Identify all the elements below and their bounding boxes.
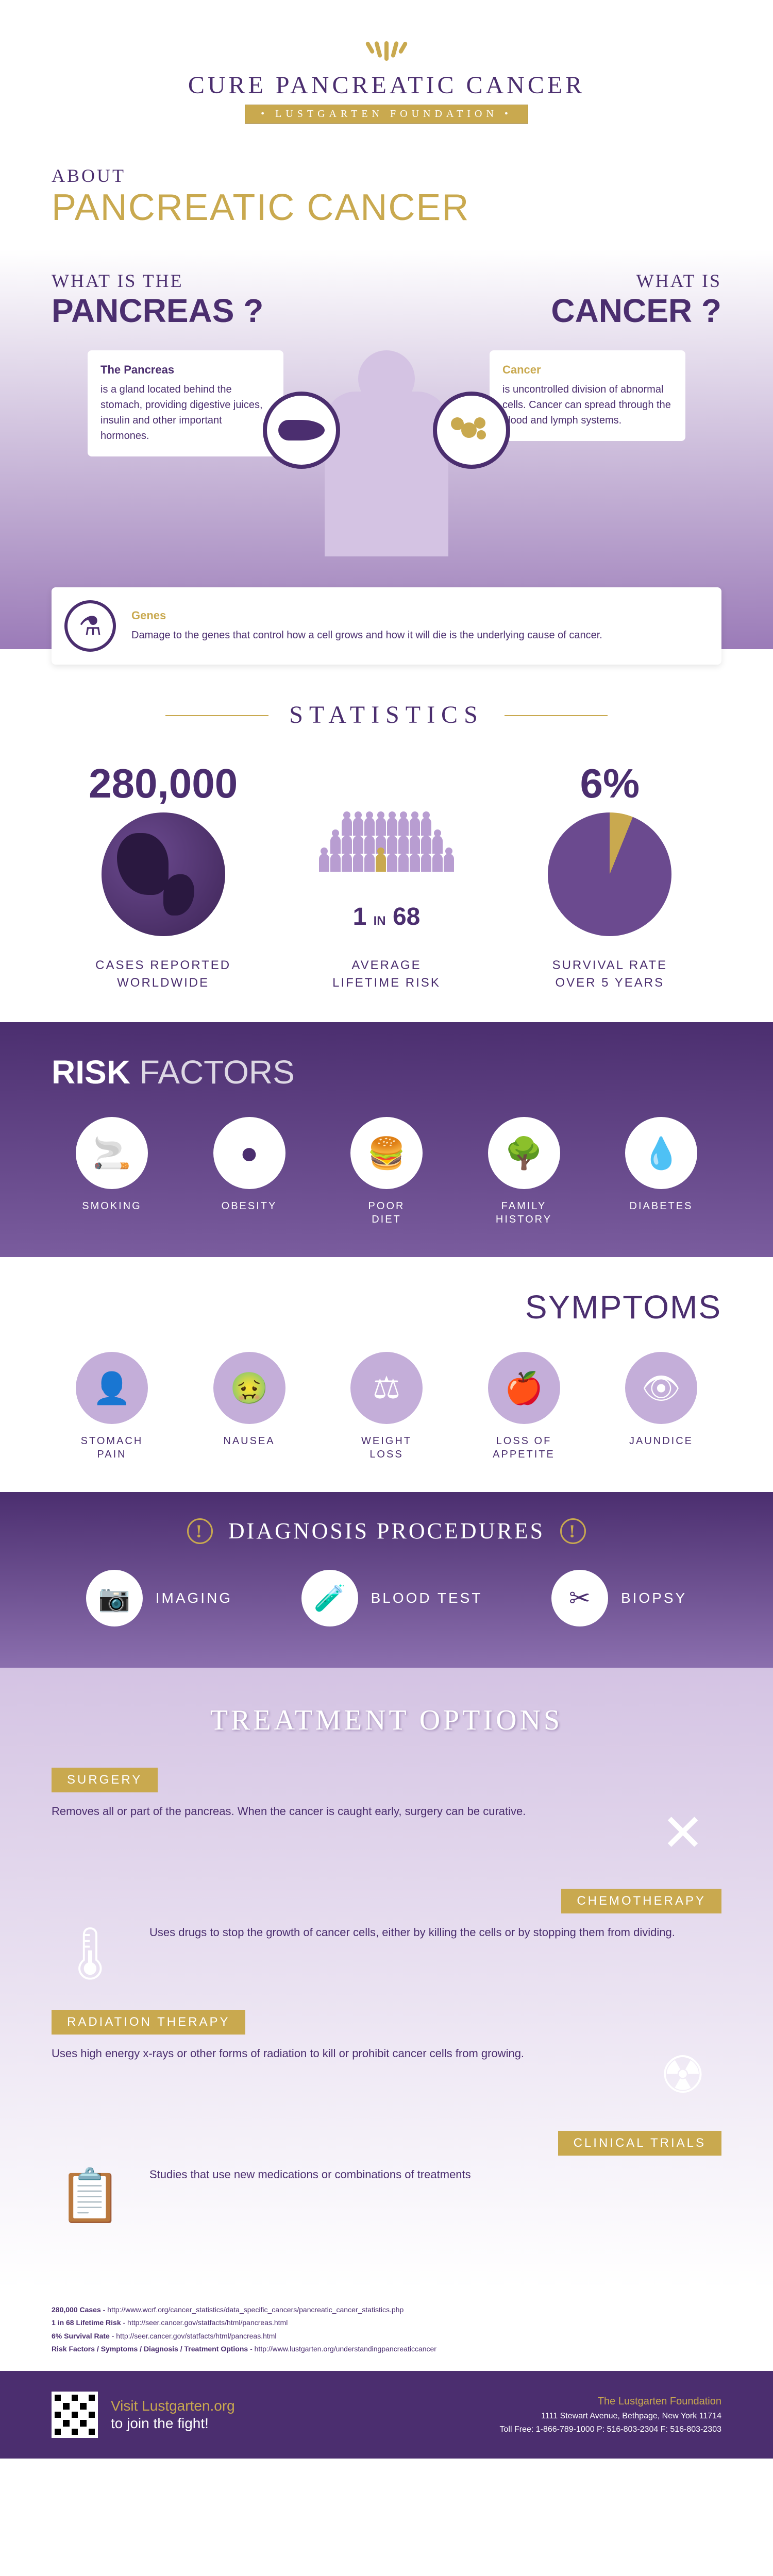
statistics-title: STATISTICS (268, 701, 505, 729)
risk-item: 🌳FAMILYHISTORY (464, 1117, 584, 1226)
symptom-item: 👤STOMACHPAIN (52, 1352, 172, 1461)
treatment-block: CHEMOTHERAPY Uses drugs to stop the grow… (52, 1889, 721, 1984)
globe-icon (102, 812, 225, 936)
crowd-icon: 1 IN 68 (314, 818, 459, 931)
cancer-definition: Cancer is uncontrolled division of abnor… (490, 350, 685, 441)
risk-item: 🍔POORDIET (326, 1117, 447, 1226)
qr-code-icon (52, 2392, 98, 2438)
risk-item: ●OBESITY (189, 1117, 310, 1226)
source-line: Risk Factors / Symptoms / Diagnosis / Tr… (52, 2343, 721, 2355)
treatment-block: CLINICAL TRIALS Studies that use new med… (52, 2131, 721, 2226)
treatment-icon: ☢ (644, 2045, 721, 2105)
risk-factors-section: RISK FACTORS 🚬SMOKING●OBESITY🍔POORDIET🌳F… (0, 1022, 773, 1257)
body-figure-icon (283, 350, 490, 556)
treatment-block-text: Uses drugs to stop the growth of cancer … (149, 1924, 721, 1941)
diagnosis-item: 🧪BLOOD TEST (301, 1570, 483, 1626)
symptom-item: ⚖WEIGHTLOSS (326, 1352, 447, 1461)
footer-contact: The Lustgarten Foundation 1111 Stewart A… (499, 2393, 721, 2436)
pancreas-icon (263, 392, 340, 469)
stat-cases: 280,000 CASES REPORTEDWORLDWIDE (63, 760, 264, 991)
genes-definition: ⚗ Genes Damage to the genes that control… (52, 587, 721, 665)
symptom-icon: 🤢 (213, 1352, 285, 1424)
symptom-icon: 👤 (76, 1352, 148, 1424)
treatment-block-text: Removes all or part of the pancreas. Whe… (52, 1803, 624, 1820)
logo-rays-icon (21, 41, 752, 61)
treatment-block-text: Uses high energy x-rays or other forms o… (52, 2045, 624, 2062)
sources-section: 280,000 Cases - http://www.wcrf.org/canc… (0, 2288, 773, 2371)
risk-icon: 🚬 (76, 1117, 148, 1189)
treatment-block: RADIATION THERAPY Uses high energy x-ray… (52, 2010, 721, 2105)
source-line: 6% Survival Rate - http://seer.cancer.go… (52, 2330, 721, 2343)
treatment-icon: ✕ (644, 1803, 721, 1863)
cancer-header: WHAT IS CANCER ? (420, 270, 721, 330)
risk-title: RISK FACTORS (52, 1053, 721, 1091)
diagnosis-title: ! DIAGNOSIS PROCEDURES ! (52, 1518, 721, 1544)
treatment-block-title: CHEMOTHERAPY (561, 1889, 721, 1913)
pie-chart-icon (548, 812, 671, 936)
treatment-icon: 🌡 (52, 1924, 129, 1984)
exclamation-icon: ! (187, 1518, 213, 1544)
symptom-icon: 🍎 (488, 1352, 560, 1424)
source-line: 280,000 Cases - http://www.wcrf.org/canc… (52, 2303, 721, 2316)
about-title: PANCREATIC CANCER (52, 187, 721, 229)
logo-subtitle: • LUSTGARTEN FOUNDATION • (245, 105, 528, 124)
pancreas-definition: The Pancreas is a gland located behind t… (88, 350, 283, 456)
treatment-block: SURGERY Removes all or part of the pancr… (52, 1768, 721, 1863)
symptoms-title: SYMPTOMS (52, 1288, 721, 1326)
diagnosis-item: 📷IMAGING (86, 1570, 232, 1626)
source-line: 1 in 68 Lifetime Risk - http://seer.canc… (52, 2316, 721, 2329)
risk-icon: ● (213, 1117, 285, 1189)
risk-item: 🚬SMOKING (52, 1117, 172, 1226)
diagnosis-item: ✂BIOPSY (551, 1570, 687, 1626)
diagnosis-icon: ✂ (551, 1570, 608, 1626)
risk-icon: 💧 (625, 1117, 697, 1189)
treatment-block-title: RADIATION THERAPY (52, 2010, 245, 2035)
treatment-block-title: CLINICAL TRIALS (558, 2131, 721, 2156)
treatment-block-title: SURGERY (52, 1768, 158, 1792)
symptom-icon: 👁 (625, 1352, 697, 1424)
exclamation-icon: ! (560, 1518, 586, 1544)
risk-icon: 🍔 (350, 1117, 423, 1189)
symptoms-section: SYMPTOMS 👤STOMACHPAIN🤢NAUSEA⚖WEIGHTLOSS🍎… (0, 1257, 773, 1492)
pancreas-header: WHAT IS THE PANCREAS ? (52, 270, 353, 330)
cancer-cells-icon (433, 392, 510, 469)
symptom-icon: ⚖ (350, 1352, 423, 1424)
dna-icon: ⚗ (64, 600, 116, 652)
diagnosis-icon: 🧪 (301, 1570, 358, 1626)
about-section: ABOUT PANCREATIC CANCER (0, 155, 773, 249)
stat-risk: - 1 IN 68 AVERAGELIFETIME RISK (286, 760, 487, 991)
treatment-icon: 📋 (52, 2166, 129, 2226)
treatment-title: TREATMENT OPTIONS (52, 1704, 721, 1737)
symptom-item: 👁JAUNDICE (601, 1352, 721, 1461)
treatment-section: TREATMENT OPTIONS SURGERY Removes all or… (0, 1668, 773, 2288)
risk-item: 💧DIABETES (601, 1117, 721, 1226)
infographic-container: CURE PANCREATIC CANCER • LUSTGARTEN FOUN… (0, 0, 773, 2459)
diagnosis-section: ! DIAGNOSIS PROCEDURES ! 📷IMAGING 🧪BLOOD … (0, 1492, 773, 1668)
header: CURE PANCREATIC CANCER • LUSTGARTEN FOUN… (0, 0, 773, 155)
diagnosis-icon: 📷 (86, 1570, 143, 1626)
risk-icon: 🌳 (488, 1117, 560, 1189)
whatis-section: WHAT IS THE PANCREAS ? WHAT IS CANCER ? … (0, 249, 773, 649)
about-kicker: ABOUT (52, 165, 721, 187)
statistics-section: STATISTICS 280,000 CASES REPORTEDWORLDWI… (0, 649, 773, 1022)
footer-cta: Visit Lustgarten.org to join the fight! (111, 2397, 235, 2432)
logo-title: CURE PANCREATIC CANCER (21, 71, 752, 99)
stat-survival: 6% SURVIVAL RATEOVER 5 YEARS (509, 760, 710, 991)
symptom-item: 🤢NAUSEA (189, 1352, 310, 1461)
treatment-block-text: Studies that use new medications or comb… (149, 2166, 721, 2183)
symptom-item: 🍎LOSS OFAPPETITE (464, 1352, 584, 1461)
footer: Visit Lustgarten.org to join the fight! … (0, 2371, 773, 2459)
